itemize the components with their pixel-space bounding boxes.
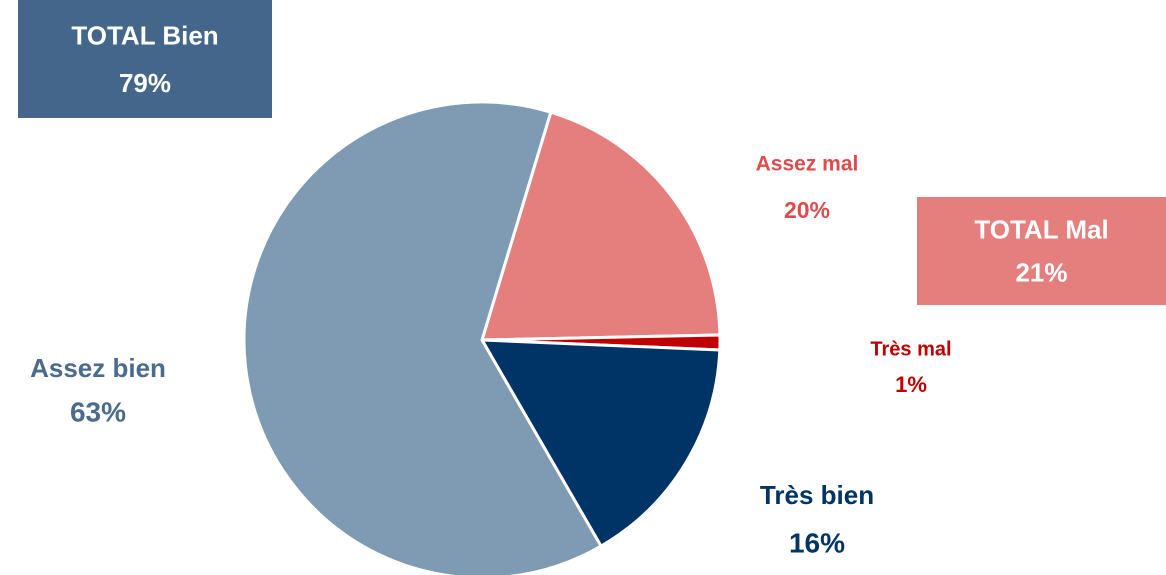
pie-slice bbox=[242, 100, 603, 575]
total-value: 79% bbox=[119, 68, 171, 98]
slice-label: Assez bien bbox=[30, 353, 166, 383]
total-title: TOTAL Bien bbox=[71, 21, 218, 51]
slice-label: Assez mal bbox=[756, 153, 859, 176]
total-value: 21% bbox=[1015, 258, 1067, 288]
pie-slice bbox=[480, 338, 722, 548]
total-box bbox=[917, 197, 1166, 305]
slice-value: 20% bbox=[784, 197, 830, 223]
slice-label: Très bien bbox=[760, 480, 874, 510]
pie-slice bbox=[480, 110, 722, 342]
slice-label: Très mal bbox=[870, 338, 951, 360]
slice-value: 1% bbox=[895, 372, 927, 397]
total-box bbox=[18, 0, 272, 118]
slice-value: 16% bbox=[789, 527, 845, 558]
slice-value: 63% bbox=[70, 396, 126, 427]
total-title: TOTAL Mal bbox=[974, 214, 1108, 244]
